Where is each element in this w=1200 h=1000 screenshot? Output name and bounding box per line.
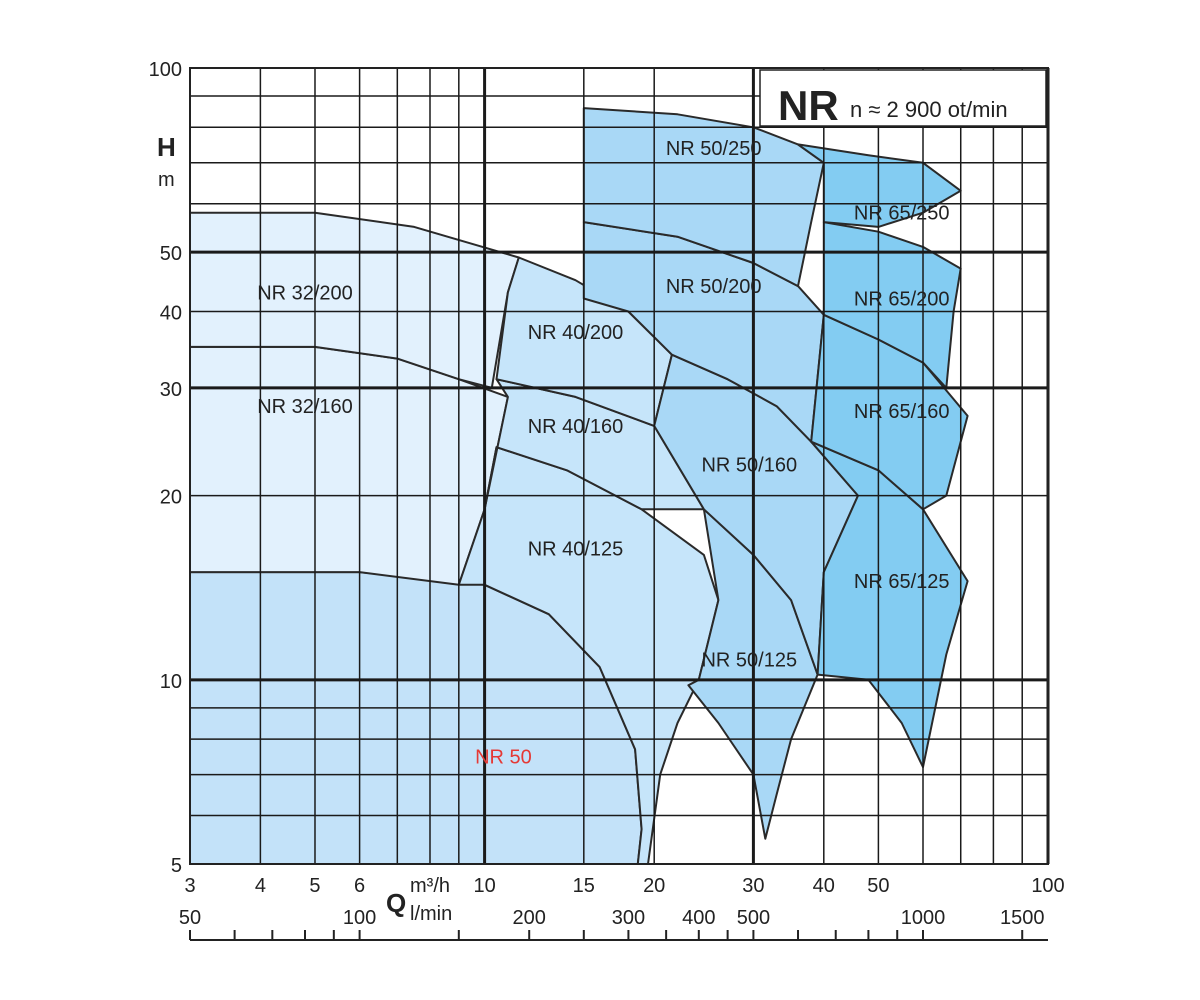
x-axis-label: Q	[386, 888, 406, 918]
x-tick-label: 4	[255, 875, 266, 897]
x-axis-unit-primary: m³/h	[410, 875, 450, 897]
curve-label-nr-32-200: NR 32/200	[257, 282, 353, 304]
y-tick-label: 100	[149, 59, 182, 81]
chart-subtitle: n ≈ 2 900 ot/min	[850, 97, 1008, 122]
curve-label-nr-50-250: NR 50/250	[666, 138, 762, 160]
y-tick-label: 5	[171, 855, 182, 877]
curve-label-nr-65-200: NR 65/200	[854, 289, 950, 311]
secondary-tick-label: 50	[179, 907, 201, 929]
curve-area-nr-65-200	[822, 221, 962, 389]
curve-label-nr-50-200: NR 50/200	[666, 276, 762, 298]
curve-label-nr-40-125: NR 40/125	[528, 538, 624, 560]
x-tick-label: 6	[354, 875, 365, 897]
curve-area-nr-32-160	[189, 345, 509, 586]
y-tick-label: 20	[160, 487, 182, 509]
curve-label-nr-40-200: NR 40/200	[528, 322, 624, 344]
curve-labels: NR 50 NR 32/160 NR 32/200 NR 40/125 NR 40/16…	[257, 138, 949, 768]
x-tick-label: 50	[867, 875, 889, 897]
secondary-tick-label: 200	[513, 907, 546, 929]
secondary-tick-label: 1000	[901, 907, 946, 929]
secondary-tick-label: 300	[612, 907, 645, 929]
curve-label-nr-50: NR 50	[475, 746, 532, 768]
y-tick-label: 30	[160, 379, 182, 401]
curve-label-nr-50-125: NR 50/125	[701, 649, 797, 671]
curve-area-nr-50-250	[582, 107, 825, 288]
x-tick-label: 15	[573, 875, 595, 897]
secondary-tick-label: 100	[343, 907, 376, 929]
x-tick-label: 30	[742, 875, 764, 897]
curve-label-nr-65-250: NR 65/250	[854, 203, 950, 225]
x-tick-label: 40	[813, 875, 835, 897]
y-tick-label: 50	[160, 243, 182, 265]
curve-label-nr-65-125: NR 65/125	[854, 571, 950, 593]
secondary-tick-label: 400	[682, 907, 715, 929]
y-axis-label: H	[157, 132, 176, 162]
x-tick-label: 10	[473, 875, 495, 897]
y-tick-label: 40	[160, 302, 182, 324]
secondary-tick-label: 500	[737, 907, 770, 929]
curve-label-nr-32-160: NR 32/160	[257, 396, 353, 418]
title-background	[759, 69, 1047, 127]
y-axis-unit: m	[158, 169, 175, 191]
curve-label-nr-40-160: NR 40/160	[528, 416, 624, 438]
x-tick-label: 5	[309, 875, 320, 897]
secondary-tick-label: 1500	[1000, 907, 1045, 929]
curve-label-nr-50-160: NR 50/160	[701, 454, 797, 476]
x-tick-label: 3	[184, 875, 195, 897]
curve-label-nr-65-160: NR 65/160	[854, 401, 950, 423]
y-tick-labels: 5 10 20 30 40 50 100	[149, 59, 182, 877]
x-tick-labels: 3 4 5 6 10 15 20 30 40 50 100	[184, 875, 1064, 897]
plot-frame	[189, 67, 1049, 865]
chart-title: NR	[778, 82, 839, 129]
x-tick-label: 20	[643, 875, 665, 897]
x-tick-label: 100	[1031, 875, 1064, 897]
x-axis-unit-secondary: l/min	[410, 903, 452, 925]
title-box: NR n ≈ 2 900 ot/min	[759, 69, 1047, 129]
secondary-x-axis: 50 100 200 300 400 500 1000 1500	[179, 907, 1048, 941]
y-tick-label: 10	[160, 671, 182, 693]
